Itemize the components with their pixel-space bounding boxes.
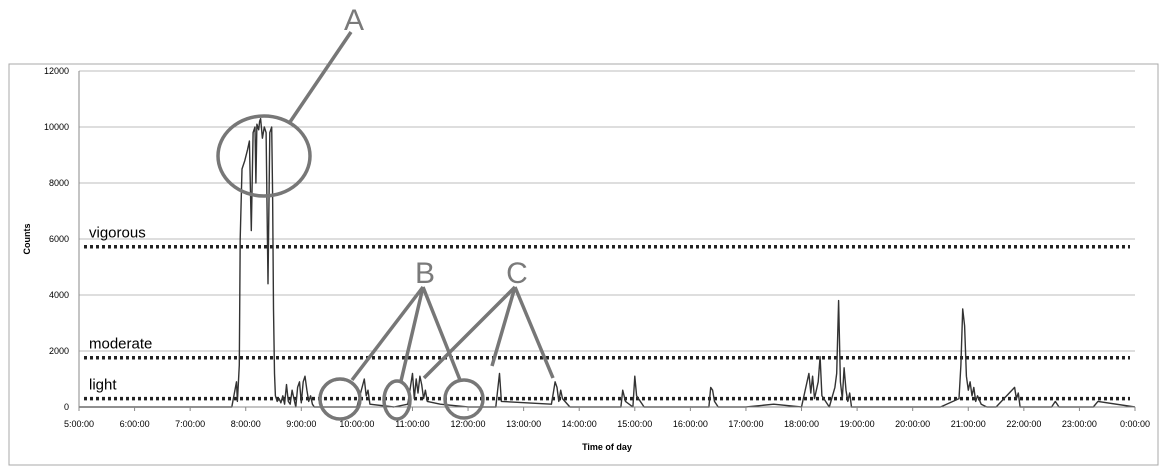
x-tick-label: 12:00:00	[451, 419, 486, 429]
annotation-b-pointer-3	[421, 286, 462, 381]
annotation-b-label: B	[415, 257, 435, 290]
x-tick-label: 11:00:00	[395, 419, 429, 429]
annotation-c-pointer-3	[513, 286, 555, 379]
x-tick-label: 0:00:00	[1120, 419, 1150, 429]
annotation-a-pointer	[288, 31, 353, 123]
y-tick-label: 4000	[49, 290, 69, 300]
annotation-b-pointer-1	[350, 285, 425, 382]
x-tick-label: 13:00:00	[506, 419, 541, 429]
y-tick-label: 10000	[44, 122, 69, 132]
series-layer	[79, 117, 1136, 408]
annotation-a-circle	[216, 114, 312, 198]
annotation-c-pointer-1	[422, 285, 517, 380]
x-tick-label: 10:00:00	[339, 419, 374, 429]
x-tick-label: 23:00:00	[1062, 419, 1097, 429]
y-tick-label: 8000	[49, 178, 69, 188]
x-tick-label: 17:00:00	[728, 419, 763, 429]
annotation-c-pointer-2	[490, 286, 517, 367]
axes	[78, 71, 1135, 408]
x-tick-label: 19:00:00	[840, 419, 875, 429]
annotation-b-pointer-2	[399, 286, 425, 382]
y-axis-title: Counts	[22, 224, 32, 255]
annotation-a: A	[216, 4, 364, 198]
x-tick-label: 20:00:00	[895, 419, 930, 429]
y-tick-label: 0	[64, 402, 69, 412]
x-tick-label: 22:00:00	[1006, 419, 1041, 429]
x-tick-label: 21:00:00	[951, 419, 986, 429]
annotation-a-label: A	[344, 4, 364, 37]
chart-frame	[8, 63, 1159, 466]
annotation-c: C	[422, 257, 555, 380]
x-tick-label: 18:00:00	[784, 419, 819, 429]
annotation-b-circle-2	[382, 379, 412, 421]
threshold-label-vigorous: vigorous	[89, 225, 146, 242]
annotation-c-label: C	[506, 257, 528, 290]
y-tick-label: 6000	[49, 234, 69, 244]
annotation-b-circle-3	[443, 378, 485, 420]
y-tick-labels: 0 2000 4000 6000 8000 10000 12000	[44, 66, 69, 412]
y-tick-label: 12000	[44, 66, 69, 76]
x-tick-label: 15:00:00	[617, 419, 652, 429]
threshold-label-moderate: moderate	[89, 336, 152, 353]
annotation-b: B	[318, 257, 485, 421]
x-tick-label: 7:00:00	[175, 419, 205, 429]
x-axis-title: Time of day	[582, 442, 632, 452]
x-tick-label: 6:00:00	[120, 419, 150, 429]
x-tick-label: 16:00:00	[673, 419, 708, 429]
threshold-label-light: light	[89, 377, 117, 394]
x-tick-label: 9:00:00	[286, 419, 316, 429]
series-line-0	[79, 117, 1136, 408]
threshold-lines: vigorous moderate light	[84, 225, 1130, 401]
x-tick-label: 5:00:00	[64, 419, 94, 429]
y-tick-label: 2000	[49, 346, 69, 356]
annotation-b-circle-1	[318, 377, 362, 421]
x-tick-label: 14:00:00	[562, 419, 597, 429]
x-tick-label: 8:00:00	[231, 419, 261, 429]
x-tick-labels: 5:00:00 6:00:00 7:00:00 8:00:00 9:00:00 10:00…	[64, 407, 1150, 429]
